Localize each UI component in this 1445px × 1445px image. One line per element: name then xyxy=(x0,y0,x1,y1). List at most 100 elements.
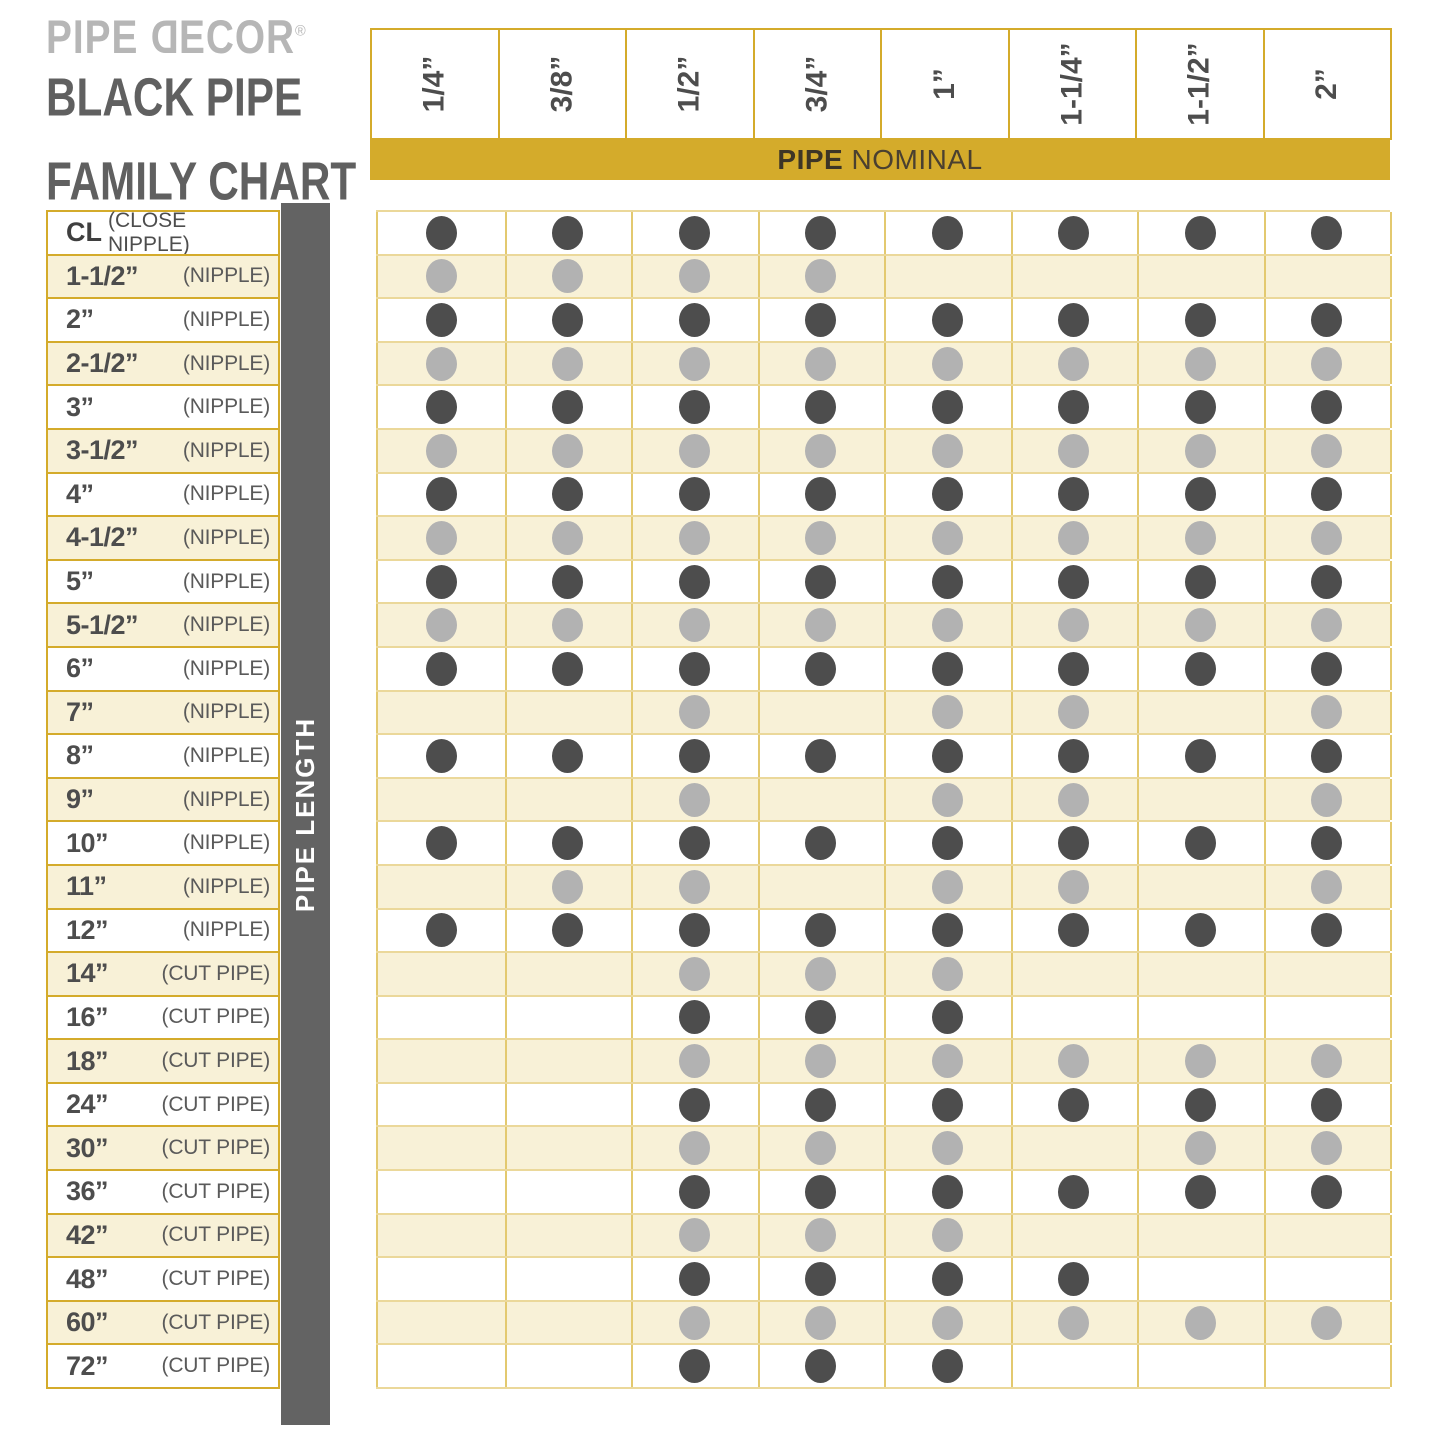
row-label-type: (NIPPLE) xyxy=(182,264,270,288)
availability-cell xyxy=(505,735,633,777)
availability-dot xyxy=(425,608,457,643)
availability-cell xyxy=(1264,909,1392,952)
availability-cell xyxy=(631,1083,760,1126)
pipe-nominal-label-rest: NOMINAL xyxy=(851,144,983,175)
availability-cell xyxy=(1264,1301,1392,1344)
availability-cell xyxy=(1011,342,1139,385)
availability-cell xyxy=(1264,342,1392,385)
availability-dot xyxy=(1058,869,1090,904)
row-label-type: (NIPPLE) xyxy=(182,351,270,375)
availability-dot xyxy=(678,956,710,991)
row-label-size: 4” xyxy=(66,478,94,509)
availability-dot xyxy=(1311,869,1343,904)
availability-dot xyxy=(1184,913,1216,948)
table-row: CL (CLOSE NIPPLE) xyxy=(46,209,1392,256)
availability-cell xyxy=(1137,560,1266,603)
pipe-nominal-label-bold: PIPE xyxy=(777,144,852,175)
availability-cell xyxy=(758,1171,886,1213)
row-label: 3” (NIPPLE) xyxy=(46,384,280,430)
table-row: 2-1/2” (NIPPLE) xyxy=(46,340,1392,387)
row-label-size: 11” xyxy=(66,871,107,902)
logo-text-post: ECOR xyxy=(179,11,296,64)
availability-dot xyxy=(1184,302,1216,337)
availability-dot xyxy=(678,215,710,250)
availability-dot xyxy=(1311,826,1343,861)
availability-dot xyxy=(805,1044,837,1079)
availability-cell xyxy=(1137,953,1266,995)
row-label: 7” (NIPPLE) xyxy=(46,689,280,736)
column-header-label: 1” xyxy=(927,68,961,100)
row-label-size: 18” xyxy=(66,1045,109,1076)
availability-dot xyxy=(425,564,457,599)
availability-dot xyxy=(552,215,584,250)
row-label: 14” (CUT PIPE) xyxy=(46,951,280,997)
availability-cell xyxy=(1264,212,1392,254)
row-label: 72” (CUT PIPE) xyxy=(46,1343,280,1390)
availability-dot xyxy=(1184,1087,1216,1122)
availability-cell xyxy=(1137,212,1266,254)
row-gutter xyxy=(280,254,376,298)
row-label: CL (CLOSE NIPPLE) xyxy=(46,209,280,256)
availability-cell xyxy=(505,342,633,385)
availability-cell xyxy=(758,822,886,864)
availability-dot xyxy=(1058,564,1090,599)
availability-cell xyxy=(1011,1083,1139,1126)
availability-cell xyxy=(376,473,507,516)
availability-cell xyxy=(758,909,886,952)
availability-cell xyxy=(631,1171,760,1213)
row-cells xyxy=(376,776,1392,823)
availability-dot xyxy=(678,1349,710,1384)
column-header-label: 3/8” xyxy=(545,55,579,113)
availability-cell xyxy=(631,1040,760,1082)
availability-dot xyxy=(552,564,584,599)
availability-cell xyxy=(505,822,633,864)
availability-cell xyxy=(376,255,507,298)
availability-dot xyxy=(1311,390,1343,425)
row-cells xyxy=(376,1299,1392,1346)
availability-dot xyxy=(1058,1174,1090,1209)
table-row: 12” (NIPPLE) xyxy=(46,907,1392,954)
availability-cell xyxy=(505,1301,633,1344)
availability-dot xyxy=(678,1044,710,1079)
availability-dot xyxy=(805,1262,837,1297)
availability-dot xyxy=(931,738,963,773)
availability-cell xyxy=(1137,647,1266,690)
availability-dot xyxy=(1184,826,1216,861)
row-cells xyxy=(376,471,1392,518)
availability-cell xyxy=(505,691,633,734)
availability-dot xyxy=(1311,608,1343,643)
row-label-type: (CUT PIPE) xyxy=(161,1049,271,1073)
table-row: 18” (CUT PIPE) xyxy=(46,1038,1392,1084)
availability-cell xyxy=(631,342,760,385)
availability-cell xyxy=(505,473,633,516)
availability-dot xyxy=(805,738,837,773)
availability-dot xyxy=(805,215,837,250)
availability-cell xyxy=(631,1345,760,1388)
availability-cell xyxy=(884,386,1013,428)
availability-cell xyxy=(631,473,760,516)
availability-dot xyxy=(678,608,710,643)
availability-dot xyxy=(931,564,963,599)
availability-dot xyxy=(805,1087,837,1122)
availability-cell xyxy=(505,953,633,995)
availability-cell xyxy=(505,212,633,254)
availability-dot xyxy=(1058,215,1090,250)
row-label-size: 14” xyxy=(66,958,109,989)
availability-cell xyxy=(1011,996,1139,1039)
availability-cell xyxy=(884,1258,1013,1300)
availability-dot xyxy=(931,1131,963,1166)
availability-cell xyxy=(1011,1258,1139,1300)
availability-cell xyxy=(376,865,507,908)
availability-dot xyxy=(931,608,963,643)
row-cells xyxy=(376,1212,1392,1259)
availability-cell xyxy=(1137,429,1266,472)
availability-cell xyxy=(505,386,633,428)
availability-dot xyxy=(1058,520,1090,555)
pipe-length-bar: PIPE LENGTH xyxy=(281,203,330,1425)
row-label: 2” (NIPPLE) xyxy=(46,297,280,343)
availability-dot xyxy=(805,302,837,337)
availability-dot xyxy=(1311,651,1343,686)
row-cells xyxy=(376,253,1392,300)
availability-cell xyxy=(1137,1127,1266,1170)
availability-cell xyxy=(884,255,1013,298)
